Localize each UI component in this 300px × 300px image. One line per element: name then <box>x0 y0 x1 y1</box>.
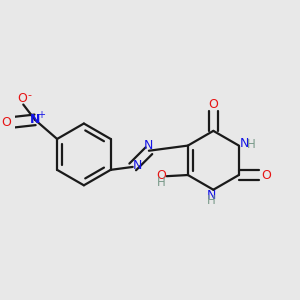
Text: O: O <box>156 169 166 182</box>
Text: H: H <box>156 176 165 189</box>
Text: O: O <box>208 98 218 111</box>
Text: N: N <box>143 139 153 152</box>
Text: H: H <box>207 194 216 207</box>
Text: O: O <box>1 116 11 129</box>
Text: -: - <box>28 90 32 100</box>
Text: O: O <box>17 92 27 105</box>
Text: N: N <box>30 113 40 126</box>
Text: O: O <box>261 169 271 182</box>
Text: N: N <box>239 137 249 150</box>
Text: N: N <box>207 189 216 202</box>
Text: N: N <box>133 159 142 172</box>
Text: +: + <box>37 110 45 120</box>
Text: H: H <box>247 138 256 151</box>
